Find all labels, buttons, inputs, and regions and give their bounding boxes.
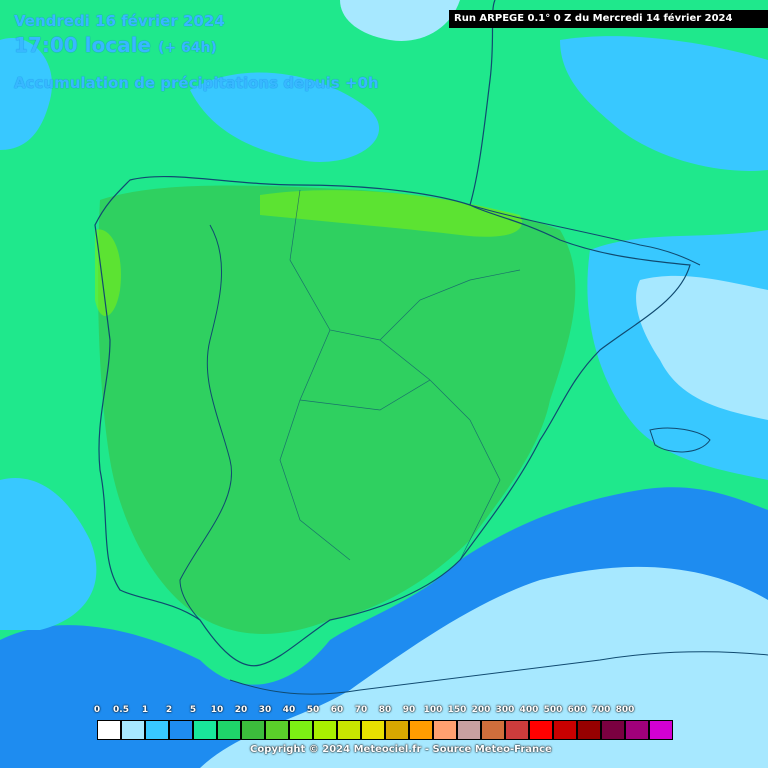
pale-zone-north — [340, 0, 460, 41]
legend-level-label: 700 — [591, 705, 611, 715]
legend-swatch — [481, 720, 505, 740]
legend-level-label: 800 — [615, 705, 635, 715]
run-info-text: Run ARPEGE 0.1° 0 Z du Mercredi 14 févri… — [454, 13, 733, 24]
green-zone-cantabria — [260, 190, 522, 237]
legend-level-label: 10 — [210, 705, 224, 715]
legend-swatch — [217, 720, 241, 740]
legend-swatch — [337, 720, 361, 740]
legend-level-label: 60 — [330, 705, 344, 715]
legend-swatch — [409, 720, 433, 740]
forecast-lead-time: (+ 64h) — [157, 40, 217, 56]
legend-swatch — [385, 720, 409, 740]
legend-level-label: 200 — [471, 705, 491, 715]
legend-level-label: 5 — [189, 705, 197, 715]
legend-swatch — [625, 720, 649, 740]
blue-zone-nw-ocean — [0, 38, 52, 150]
balearic-islands — [649, 427, 711, 453]
legend-swatch — [241, 720, 265, 740]
blue-zone-france — [560, 36, 768, 171]
blue-zone-west — [0, 478, 97, 630]
legend-swatch — [121, 720, 145, 740]
legend-swatch — [577, 720, 601, 740]
legend-level-label: 600 — [567, 705, 587, 715]
pale-zone-sea — [200, 566, 768, 768]
legend-level-label: 300 — [495, 705, 515, 715]
legend-level-label: 90 — [402, 705, 416, 715]
precipitation-legend: 0 0.5 1 2 5 10 20 30 40 50 60 70 80 90 100 150 200 300 400… — [93, 705, 677, 745]
legend-swatch — [97, 720, 121, 740]
blue-zone-biscay — [190, 72, 380, 162]
legend-level-label: 2 — [165, 705, 173, 715]
green-zone-iberia — [98, 185, 576, 634]
legend-level-label: 20 — [234, 705, 248, 715]
forecast-time-value: 17:00 locale — [14, 33, 151, 57]
legend-level-label: 0.5 — [113, 705, 129, 715]
legend-level-label: 80 — [378, 705, 392, 715]
legend-level-label: 400 — [519, 705, 539, 715]
legend-level-label: 100 — [423, 705, 443, 715]
legend-swatch — [265, 720, 289, 740]
legend-level-label: 40 — [282, 705, 296, 715]
iberia-coastline — [94, 176, 691, 667]
forecast-date: Vendredi 16 février 2024 — [14, 12, 225, 30]
legend-swatch — [145, 720, 169, 740]
legend-level-label: 150 — [447, 705, 467, 715]
legend-level-label: 50 — [306, 705, 320, 715]
legend-swatch — [313, 720, 337, 740]
legend-swatch — [169, 720, 193, 740]
legend-swatch — [505, 720, 529, 740]
legend-swatch — [193, 720, 217, 740]
legend-level-label: 0 — [93, 705, 101, 715]
variable-title: Accumulation de précipitations depuis +0… — [14, 74, 379, 92]
legend-swatch — [601, 720, 625, 740]
inner-region-borders — [279, 189, 521, 561]
legend-swatch — [649, 720, 673, 740]
legend-level-label: 70 — [354, 705, 368, 715]
pale-zone-east — [636, 275, 768, 420]
pyrenees-border — [469, 204, 701, 266]
copyright-notice: Copyright © 2024 Meteociel.fr - Source M… — [250, 744, 552, 755]
legend-swatch — [289, 720, 313, 740]
legend-level-label: 1 — [141, 705, 149, 715]
forecast-time: 17:00 locale (+ 64h) — [14, 33, 217, 57]
legend-level-label: 30 — [258, 705, 272, 715]
legend-swatch — [529, 720, 553, 740]
green-zone-galicia — [95, 229, 121, 317]
legend-swatch — [361, 720, 385, 740]
run-info-box: Run ARPEGE 0.1° 0 Z du Mercredi 14 févri… — [449, 10, 768, 28]
legend-swatch — [457, 720, 481, 740]
portugal-border — [179, 224, 232, 621]
legend-swatch — [553, 720, 577, 740]
african-coast — [229, 651, 768, 695]
legend-swatch — [433, 720, 457, 740]
legend-level-label: 500 — [543, 705, 563, 715]
